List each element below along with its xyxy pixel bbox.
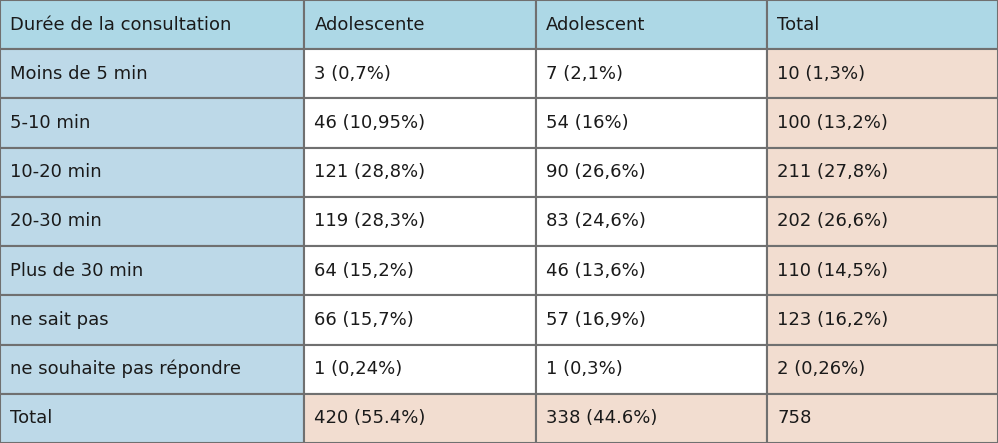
Bar <box>536 0 767 49</box>
Bar <box>536 197 767 246</box>
Bar <box>304 394 536 443</box>
Text: 2 (0,26%): 2 (0,26%) <box>777 360 865 378</box>
Text: ne souhaite pas répondre: ne souhaite pas répondre <box>10 360 241 378</box>
Text: 211 (27,8%): 211 (27,8%) <box>777 163 888 181</box>
Text: Moins de 5 min: Moins de 5 min <box>10 65 148 83</box>
Text: 1 (0,24%): 1 (0,24%) <box>314 360 402 378</box>
Bar <box>304 345 536 394</box>
Bar <box>304 197 536 246</box>
Bar <box>0 148 304 197</box>
Text: 338 (44.6%): 338 (44.6%) <box>546 409 658 427</box>
Bar <box>304 246 536 295</box>
Bar <box>536 345 767 394</box>
Text: Adolescent: Adolescent <box>546 16 646 34</box>
Bar <box>0 98 304 148</box>
Bar <box>767 295 998 345</box>
Text: 20-30 min: 20-30 min <box>10 213 102 230</box>
Text: Plus de 30 min: Plus de 30 min <box>10 262 144 280</box>
Text: 66 (15,7%): 66 (15,7%) <box>314 311 414 329</box>
Bar <box>536 148 767 197</box>
Bar <box>0 49 304 98</box>
Bar <box>304 49 536 98</box>
Text: 46 (10,95%): 46 (10,95%) <box>314 114 425 132</box>
Text: 64 (15,2%): 64 (15,2%) <box>314 262 414 280</box>
Text: 202 (26,6%): 202 (26,6%) <box>777 213 888 230</box>
Text: 119 (28,3%): 119 (28,3%) <box>314 213 425 230</box>
Text: Total: Total <box>10 409 52 427</box>
Text: 1 (0,3%): 1 (0,3%) <box>546 360 623 378</box>
Bar <box>536 246 767 295</box>
Text: 110 (14,5%): 110 (14,5%) <box>777 262 888 280</box>
Bar <box>304 0 536 49</box>
Bar <box>767 246 998 295</box>
Bar <box>0 394 304 443</box>
Text: 758: 758 <box>777 409 811 427</box>
Text: Durée de la consultation: Durée de la consultation <box>10 16 232 34</box>
Bar <box>767 148 998 197</box>
Text: 57 (16,9%): 57 (16,9%) <box>546 311 646 329</box>
Bar <box>767 98 998 148</box>
Text: 90 (26,6%): 90 (26,6%) <box>546 163 646 181</box>
Text: 46 (13,6%): 46 (13,6%) <box>546 262 646 280</box>
Text: 83 (24,6%): 83 (24,6%) <box>546 213 646 230</box>
Bar <box>0 0 304 49</box>
Text: 3 (0,7%): 3 (0,7%) <box>314 65 391 83</box>
Bar <box>536 394 767 443</box>
Text: ne sait pas: ne sait pas <box>10 311 109 329</box>
Bar <box>767 394 998 443</box>
Bar <box>767 49 998 98</box>
Bar <box>304 148 536 197</box>
Text: 420 (55.4%): 420 (55.4%) <box>314 409 426 427</box>
Bar <box>536 295 767 345</box>
Bar <box>0 295 304 345</box>
Text: 7 (2,1%): 7 (2,1%) <box>546 65 623 83</box>
Text: 10 (1,3%): 10 (1,3%) <box>777 65 865 83</box>
Text: Adolescente: Adolescente <box>314 16 425 34</box>
Bar <box>0 345 304 394</box>
Bar <box>0 246 304 295</box>
Text: 5-10 min: 5-10 min <box>10 114 91 132</box>
Text: 121 (28,8%): 121 (28,8%) <box>314 163 425 181</box>
Bar <box>536 98 767 148</box>
Bar <box>304 98 536 148</box>
Text: 123 (16,2%): 123 (16,2%) <box>777 311 888 329</box>
Bar <box>767 0 998 49</box>
Bar <box>304 295 536 345</box>
Bar <box>767 345 998 394</box>
Bar <box>536 49 767 98</box>
Text: 54 (16%): 54 (16%) <box>546 114 629 132</box>
Text: 100 (13,2%): 100 (13,2%) <box>777 114 888 132</box>
Bar <box>767 197 998 246</box>
Bar <box>0 197 304 246</box>
Text: 10-20 min: 10-20 min <box>10 163 102 181</box>
Text: Total: Total <box>777 16 819 34</box>
